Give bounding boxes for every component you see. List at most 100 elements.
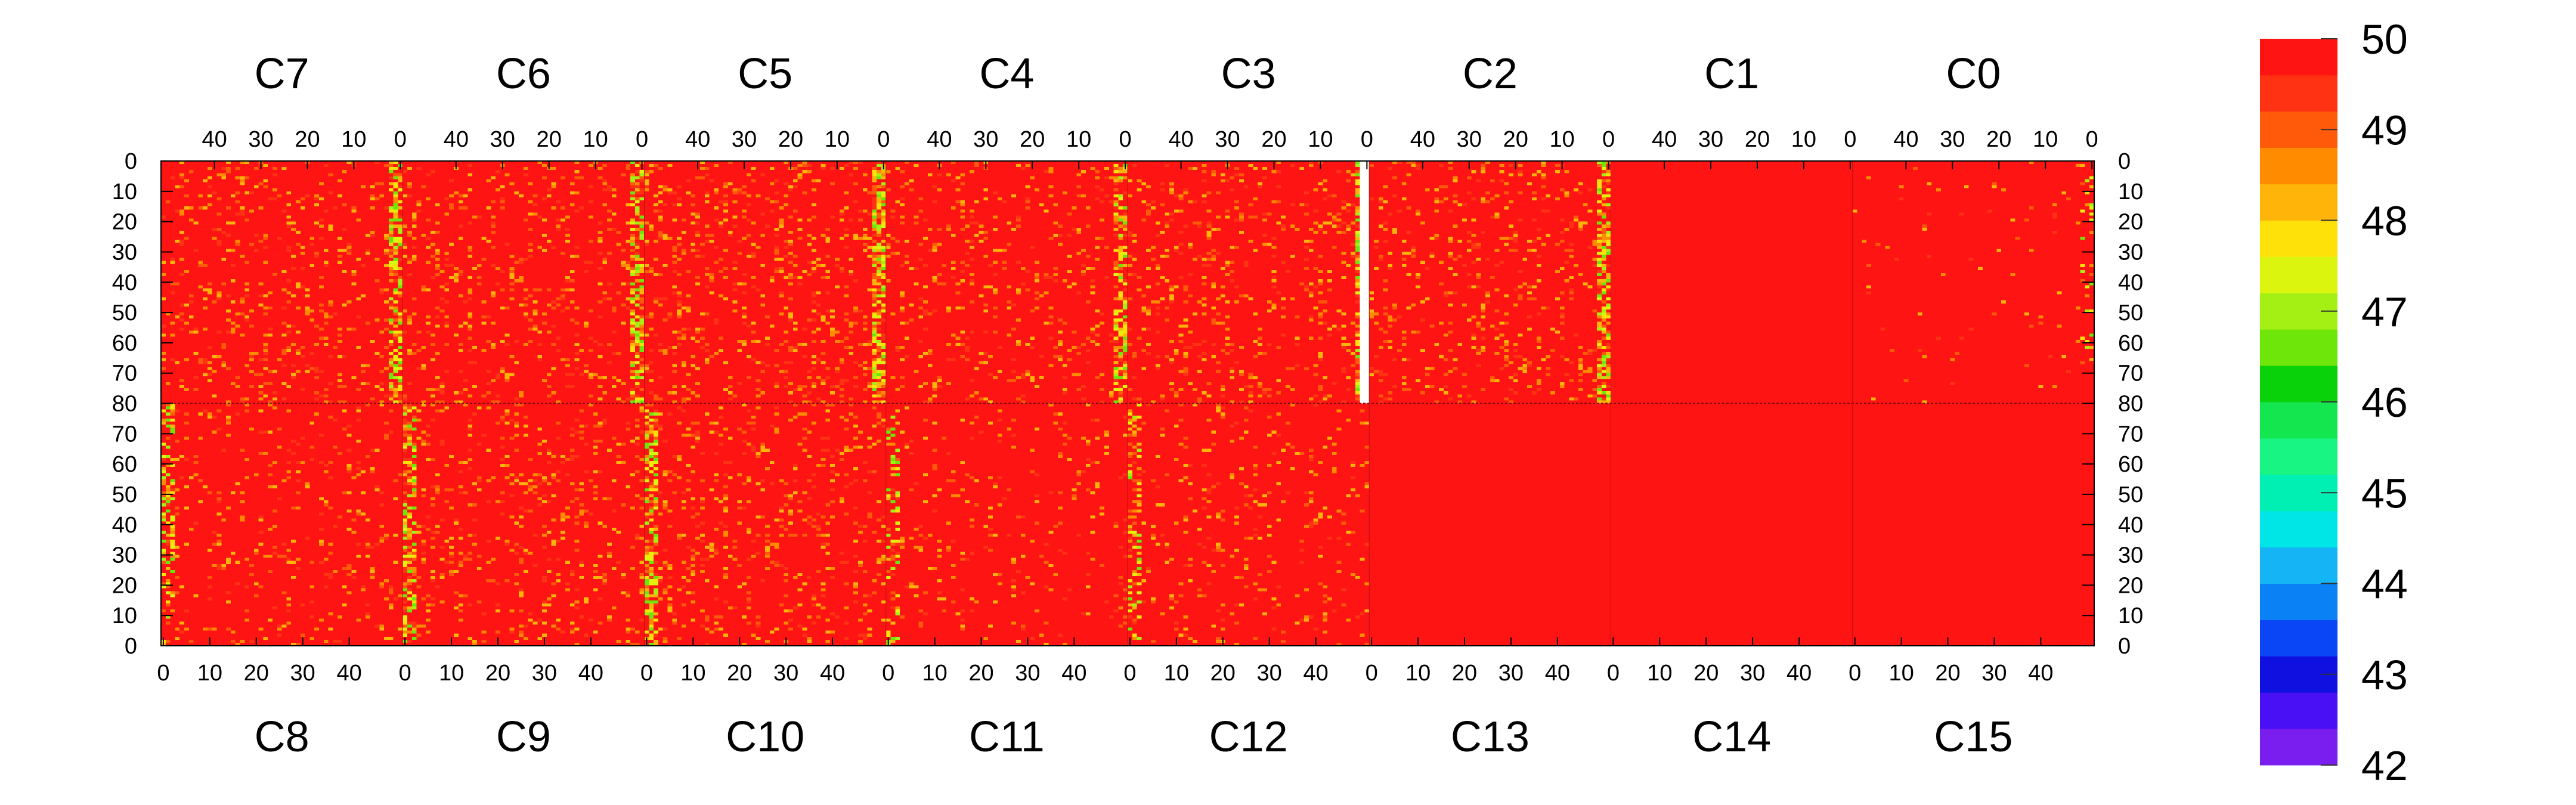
chip-label-top: C1 [1704, 50, 1759, 98]
y-tick-label-left: 60 [112, 331, 137, 356]
bottom-x-tick-label: 0 [1849, 661, 1861, 686]
bottom-x-tick-label: 20 [485, 661, 510, 686]
palette-tick-label: 46 [2361, 379, 2408, 426]
chip-label-bottom: C13 [1451, 713, 1530, 761]
bottom-x-tick-label: 20 [968, 661, 993, 686]
top-x-tick-label: 20 [1745, 127, 1770, 152]
bottom-x-tick-label: 0 [1607, 661, 1620, 686]
y-tick-label-left: 30 [112, 543, 137, 568]
y-tick-label-left: 0 [125, 634, 137, 659]
top-x-tick-label: 0 [1602, 127, 1615, 152]
bottom-x-tick-label: 10 [680, 661, 705, 686]
top-x-tick-label: 20 [537, 127, 562, 152]
y-tick-label-left: 0 [125, 149, 137, 174]
bottom-x-tick-label: 0 [640, 661, 653, 686]
palette-swatch [2260, 583, 2337, 620]
y-tick-label-right: 40 [2118, 270, 2143, 295]
top-x-tick-label: 40 [202, 127, 227, 152]
bottom-x-tick-label: 10 [439, 661, 464, 686]
y-tick-label-right: 70 [2118, 422, 2143, 447]
chip-label-bottom: C8 [255, 713, 309, 761]
bottom-x-tick-label: 40 [1545, 661, 1570, 686]
bottom-x-tick-label: 10 [1164, 661, 1189, 686]
top-x-tick-label: 20 [1261, 127, 1286, 152]
top-x-tick-label: 0 [1844, 127, 1856, 152]
chip-label-top: C3 [1221, 50, 1276, 98]
bottom-x-tick-label: 30 [1257, 661, 1282, 686]
palette-tick-label: 44 [2361, 561, 2408, 608]
palette-swatch [2260, 147, 2337, 185]
bottom-x-tick-label: 10 [922, 661, 947, 686]
bottom-x-tick-label: 10 [197, 661, 222, 686]
palette-tick-label: 49 [2361, 107, 2408, 153]
top-x-tick-label: 40 [927, 127, 952, 152]
bottom-x-tick-label: 40 [1303, 661, 1328, 686]
chip-label-bottom: C9 [496, 713, 551, 761]
y-tick-label-right: 20 [2118, 573, 2143, 598]
chip-label-bottom: C15 [1934, 713, 2012, 761]
y-tick-label-right: 40 [2118, 513, 2143, 538]
top-x-tick-label: 10 [341, 127, 366, 152]
palette-swatch [2260, 692, 2337, 729]
color-palette: 50 49 48 47 46 45 44 43 42 [2260, 16, 2408, 789]
y-tick-label-right: 60 [2118, 331, 2143, 356]
top-x-tick-label: 40 [685, 127, 710, 152]
palette-tick-label: 45 [2361, 470, 2408, 516]
bottom-x-tick-label: 30 [1498, 661, 1524, 686]
bottom-x-tick-label: 10 [1405, 661, 1431, 686]
palette-tick-label: 48 [2361, 198, 2408, 244]
palette-swatch [2260, 402, 2337, 439]
palette-swatch [2260, 510, 2337, 548]
top-x-tick-label: 30 [1215, 127, 1240, 152]
top-x-tick-label: 20 [295, 127, 320, 152]
palette-tick-label: 47 [2361, 289, 2408, 335]
y-tick-label-left: 70 [112, 361, 137, 386]
bottom-x-tick-label: 0 [157, 661, 169, 686]
top-x-tick-label: 20 [1503, 127, 1528, 152]
bottom-x-tick-label: 30 [290, 661, 315, 686]
top-x-tick-label: 0 [394, 127, 407, 152]
top-x-tick-label: 30 [1698, 127, 1723, 152]
y-tick-label-right: 70 [2118, 361, 2143, 386]
top-x-tick-label: 20 [1020, 127, 1045, 152]
bottom-x-tick-label: 0 [882, 661, 894, 686]
chip-label-top: C7 [255, 50, 309, 98]
bottom-x-tick-label: 0 [399, 661, 411, 686]
bottom-x-tick-label: 20 [727, 661, 752, 686]
bottom-x-tick-label: 40 [2028, 661, 2053, 686]
top-x-tick-label: 20 [778, 127, 803, 152]
y-tick-label-left: 10 [112, 179, 137, 205]
palette-tick-label: 42 [2361, 742, 2408, 789]
bottom-x-tick-label: 10 [1647, 661, 1672, 686]
y-tick-label-left: 20 [112, 573, 137, 598]
y-tick-label-left: 40 [112, 513, 137, 538]
top-x-tick-label: 10 [583, 127, 608, 152]
top-x-tick-label: 0 [1119, 127, 1132, 152]
top-x-tick-label: 30 [248, 127, 273, 152]
palette-swatch [2260, 184, 2337, 221]
y-tick-label-right: 0 [2118, 634, 2131, 659]
top-x-tick-label: 0 [877, 127, 890, 152]
top-x-tick-label: 0 [1361, 127, 1373, 152]
chip-label-top: C4 [979, 50, 1034, 98]
palette-swatch [2260, 547, 2337, 584]
top-x-tick-label: 10 [2033, 127, 2058, 152]
y-tick-label-right: 10 [2118, 179, 2143, 205]
chip-label-bottom: C14 [1692, 713, 1771, 761]
chip-label-bottom: C10 [726, 713, 804, 761]
y-tick-label-left: 20 [112, 210, 137, 235]
y-tick-label-left: 70 [112, 422, 137, 447]
bottom-x-tick-label: 30 [1740, 661, 1765, 686]
y-tick-label-right: 30 [2118, 240, 2143, 265]
palette-swatch [2260, 75, 2337, 112]
bottom-x-tick-label: 40 [1061, 661, 1086, 686]
y-tick-label-left: 50 [112, 301, 137, 326]
bottom-x-tick-label: 30 [532, 661, 557, 686]
palette-swatch [2260, 39, 2337, 76]
top-x-tick-label: 30 [1940, 127, 1965, 152]
palette-tick-label: 43 [2361, 652, 2408, 698]
y-tick-label-left: 80 [112, 392, 137, 417]
palette-swatch [2260, 620, 2337, 657]
bottom-x-tick-label: 30 [773, 661, 798, 686]
